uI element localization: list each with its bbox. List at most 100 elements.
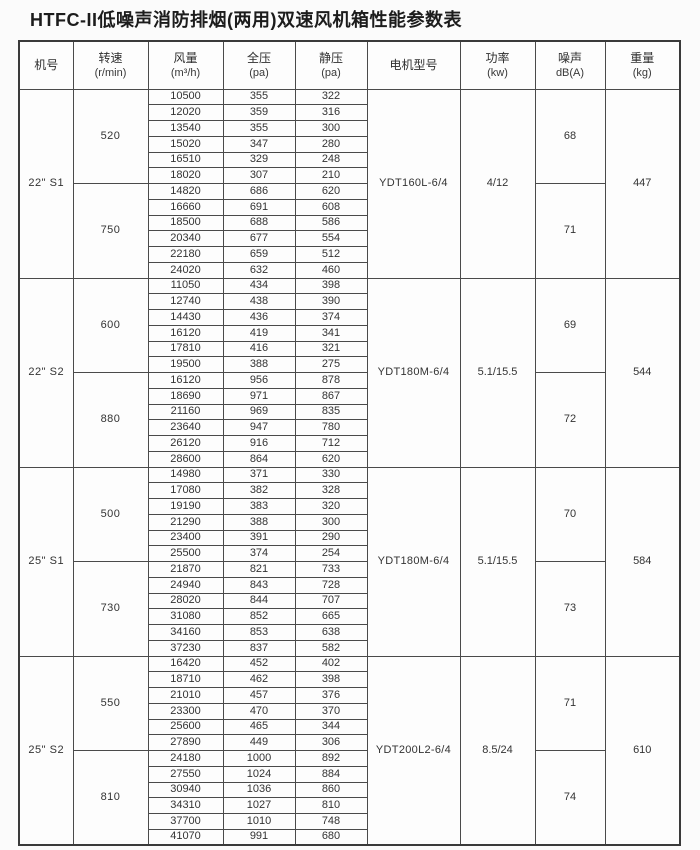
noise-cell: 70: [534, 466, 606, 562]
static-pressure-cell: 867: [294, 387, 368, 405]
total-pressure-cell: 419: [222, 324, 296, 342]
total-pressure-cell: 462: [222, 671, 296, 688]
speed-cell: 880: [72, 372, 149, 468]
airflow-cell: 22180: [147, 246, 224, 263]
total-pressure-cell: 374: [222, 545, 296, 562]
airflow-cell: 14820: [147, 183, 224, 200]
static-pressure-cell: 316: [294, 104, 368, 121]
table-row: 12740 438 390: [19, 293, 680, 310]
total-pressure-cell: 853: [222, 624, 296, 641]
static-pressure-cell: 341: [294, 324, 368, 342]
total-pressure-cell: 632: [222, 261, 296, 279]
col-header-airflow: 风量 (m³/h): [147, 40, 224, 90]
total-pressure-cell: 383: [222, 498, 296, 515]
total-pressure-cell: 843: [222, 576, 296, 594]
spec-table-body: 22" S1 520 10500 355 322 YDT160L-6/4 4/12 68 447…: [18, 88, 681, 846]
airflow-cell: 37230: [147, 639, 224, 657]
table-header: 机号 转速 (r/min) 风量 (m³/h) 全压 (pa) 静压 (p: [18, 40, 681, 90]
table-row: 41070 991 680: [19, 828, 680, 846]
speed-cell: 550: [72, 655, 149, 751]
table-row: 20340 677 554: [19, 230, 680, 247]
static-pressure-cell: 398: [294, 277, 368, 295]
airflow-cell: 37700: [147, 813, 224, 830]
motor-model-cell: YDT180M-6/4: [366, 277, 461, 468]
total-pressure-cell: 837: [222, 639, 296, 657]
table-row: 16660 691 608: [19, 198, 680, 216]
speed-cell: 600: [72, 277, 149, 373]
power-cell: 4/12: [459, 88, 536, 279]
col-header-label: 转速: [98, 50, 123, 65]
airflow-cell: 24180: [147, 750, 224, 767]
table-row: 37230 837 582: [19, 639, 680, 657]
static-pressure-cell: 707: [294, 592, 368, 610]
static-pressure-cell: 344: [294, 718, 368, 736]
weight-cell: 447: [604, 88, 681, 279]
airflow-cell: 23640: [147, 419, 224, 436]
page-title: HTFC-II低噪声消防排烟(两用)双速风机箱性能参数表: [30, 10, 462, 30]
col-header-noise: 噪声 dB(A): [534, 40, 606, 90]
total-pressure-cell: 659: [222, 246, 296, 263]
col-header-power: 功率 (kw): [459, 40, 536, 90]
airflow-cell: 23400: [147, 529, 224, 547]
static-pressure-cell: 884: [294, 765, 368, 783]
motor-model-cell: YDT180M-6/4: [366, 466, 461, 657]
airflow-cell: 21010: [147, 687, 224, 704]
airflow-cell: 14430: [147, 309, 224, 326]
airflow-cell: 12020: [147, 104, 224, 121]
table-row: 880 16120 956 878 72: [19, 372, 680, 468]
noise-cell: 69: [534, 277, 606, 373]
table-row: 21010 457 376: [19, 687, 680, 704]
total-pressure-cell: 371: [222, 466, 296, 484]
airflow-cell: 31080: [147, 608, 224, 625]
airflow-cell: 25500: [147, 545, 224, 562]
power-cell: 5.1/15.5: [459, 277, 536, 468]
col-header-motor-model: 电机型号: [366, 40, 461, 90]
static-pressure-cell: 554: [294, 230, 368, 247]
static-pressure-cell: 586: [294, 214, 368, 232]
table-row: 37700 1010 748: [19, 813, 680, 830]
model-cell: 25" S2: [18, 655, 74, 846]
airflow-cell: 13540: [147, 120, 224, 137]
airflow-cell: 21870: [147, 561, 224, 578]
noise-cell: 71: [534, 655, 606, 751]
col-header-label: 机号: [34, 58, 59, 73]
airflow-cell: 18020: [147, 167, 224, 184]
weight-cell: 584: [604, 466, 681, 657]
static-pressure-cell: 376: [294, 687, 368, 704]
total-pressure-cell: 1027: [222, 797, 296, 814]
total-pressure-cell: 969: [222, 403, 296, 421]
airflow-cell: 23300: [147, 702, 224, 720]
total-pressure-cell: 991: [222, 828, 296, 846]
col-header-speed: 转速 (r/min): [72, 40, 149, 90]
static-pressure-cell: 322: [294, 88, 368, 106]
model-cell: 25" S1: [18, 466, 74, 657]
static-pressure-cell: 582: [294, 639, 368, 657]
total-pressure-cell: 1036: [222, 781, 296, 799]
airflow-cell: 18690: [147, 387, 224, 405]
col-header-label: 静压: [318, 50, 343, 65]
col-header-model: 机号: [18, 40, 74, 90]
airflow-cell: 24020: [147, 261, 224, 279]
table-row: 27890 449 306: [19, 734, 680, 751]
airflow-cell: 21290: [147, 513, 224, 531]
table-row: 17810 416 321: [19, 340, 680, 358]
table-row: 24020 632 460: [19, 261, 680, 279]
table-row: 27550 1024 884: [19, 765, 680, 783]
model-cell: 22" S2: [18, 277, 74, 468]
static-pressure-cell: 390: [294, 293, 368, 310]
table-row: 30940 1036 860: [19, 781, 680, 799]
table-row: 17080 382 328: [19, 482, 680, 499]
speed-cell: 810: [72, 750, 149, 846]
static-pressure-cell: 370: [294, 702, 368, 720]
header-row: 机号 转速 (r/min) 风量 (m³/h) 全压 (pa) 静压 (p: [18, 40, 681, 90]
static-pressure-cell: 280: [294, 135, 368, 153]
airflow-cell: 25600: [147, 718, 224, 736]
static-pressure-cell: 728: [294, 576, 368, 594]
col-header-label: 重量: [630, 50, 655, 65]
col-header-label: 全压: [246, 50, 271, 65]
noise-cell: 73: [534, 561, 606, 657]
table-row: 22" S2 600 11050 434 398 YDT180M-6/4 5.1/15.5 6…: [18, 277, 681, 468]
table-row: 810 24180 1000 892 74: [19, 750, 680, 846]
speed-cell: 750: [72, 183, 149, 279]
